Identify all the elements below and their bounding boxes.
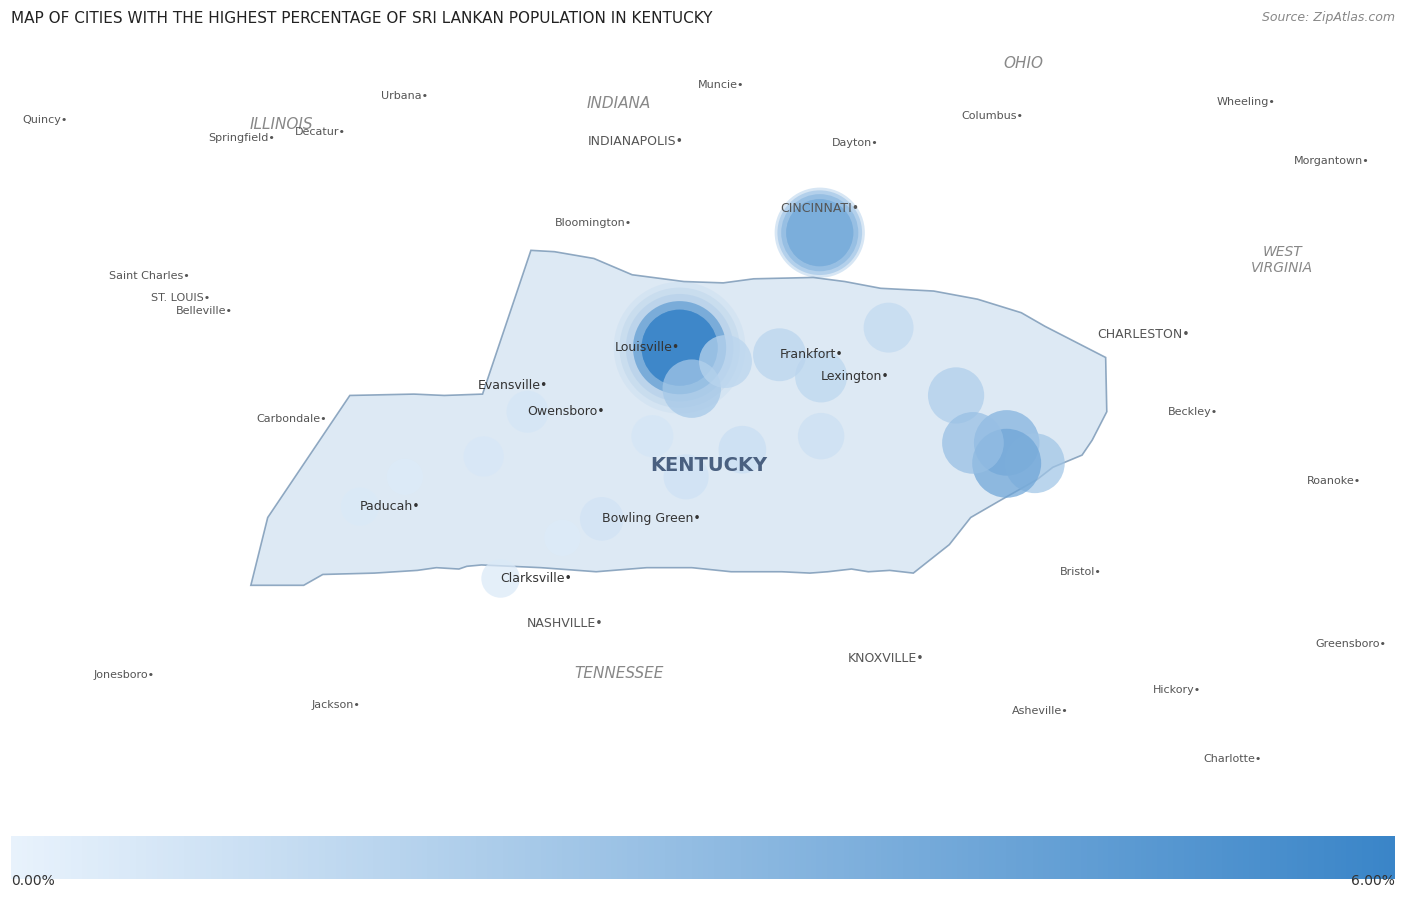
Text: Dayton•: Dayton• — [831, 138, 879, 148]
Point — [731, 442, 754, 457]
Text: OHIO: OHIO — [1004, 56, 1043, 71]
Text: Saint Charles•: Saint Charles• — [110, 271, 190, 281]
Text: Belleville•: Belleville• — [176, 307, 233, 316]
Text: Source: ZipAtlas.com: Source: ZipAtlas.com — [1261, 11, 1395, 23]
Text: Paducah•: Paducah• — [360, 500, 420, 513]
Text: Jonesboro•: Jonesboro• — [93, 670, 155, 680]
Point — [668, 341, 690, 355]
Text: KNOXVILLE•: KNOXVILLE• — [848, 652, 925, 665]
Point — [810, 429, 832, 443]
Point — [675, 469, 697, 484]
Text: TENNESSEE: TENNESSEE — [574, 666, 664, 681]
Point — [1024, 456, 1046, 470]
Point — [962, 436, 984, 450]
Text: Bloomington•: Bloomington• — [555, 218, 633, 228]
Text: Wheeling•: Wheeling• — [1216, 97, 1275, 108]
Text: NASHVILLE•: NASHVILLE• — [526, 617, 603, 630]
Text: Louisville•: Louisville• — [614, 342, 679, 354]
Point — [668, 341, 690, 355]
Text: Muncie•: Muncie• — [697, 80, 744, 90]
Text: Columbus•: Columbus• — [962, 111, 1024, 121]
Point — [768, 348, 790, 362]
Point — [945, 388, 967, 403]
Text: Charlotte•: Charlotte• — [1204, 754, 1263, 764]
Text: 0.00%: 0.00% — [11, 874, 55, 888]
Text: Owensboro•: Owensboro• — [527, 405, 605, 418]
Point — [808, 226, 831, 240]
Text: CINCINNATI•: CINCINNATI• — [780, 201, 859, 215]
Text: Clarksville•: Clarksville• — [501, 572, 572, 585]
Point — [394, 469, 416, 484]
Text: Carbondale•: Carbondale• — [256, 414, 326, 423]
Point — [591, 512, 613, 526]
Text: Beckley•: Beckley• — [1168, 406, 1219, 417]
Text: 6.00%: 6.00% — [1351, 874, 1395, 888]
Point — [349, 500, 371, 514]
Point — [551, 530, 574, 545]
Point — [995, 436, 1018, 450]
Text: Asheville•: Asheville• — [1012, 707, 1069, 717]
Text: WEST
VIRGINIA: WEST VIRGINIA — [1251, 245, 1313, 275]
Polygon shape — [250, 250, 1107, 585]
Text: INDIANA: INDIANA — [586, 96, 651, 111]
Text: Morgantown•: Morgantown• — [1294, 156, 1369, 165]
Point — [668, 341, 690, 355]
Text: CHARLESTON•: CHARLESTON• — [1098, 328, 1191, 341]
Point — [810, 369, 832, 384]
Point — [668, 341, 690, 355]
Text: Evansville•: Evansville• — [478, 379, 548, 393]
Text: INDIANAPOLIS•: INDIANAPOLIS• — [588, 136, 683, 148]
Text: Greensboro•: Greensboro• — [1316, 638, 1386, 649]
Point — [489, 572, 512, 586]
Text: ILLINOIS: ILLINOIS — [249, 117, 314, 131]
Point — [808, 226, 831, 240]
Point — [808, 226, 831, 240]
Text: Lexington•: Lexington• — [821, 370, 890, 383]
Text: Urbana•: Urbana• — [381, 91, 429, 101]
Text: KENTUCKY: KENTUCKY — [650, 457, 768, 476]
Text: Bowling Green•: Bowling Green• — [602, 512, 700, 525]
Point — [668, 341, 690, 355]
Text: Roanoke•: Roanoke• — [1308, 476, 1361, 485]
Point — [681, 381, 703, 396]
Text: Quincy•: Quincy• — [22, 115, 67, 125]
Text: Frankfort•: Frankfort• — [779, 348, 844, 361]
Point — [808, 226, 831, 240]
Point — [668, 341, 690, 355]
Text: Decatur•: Decatur• — [295, 128, 346, 138]
Point — [472, 450, 495, 464]
Text: MAP OF CITIES WITH THE HIGHEST PERCENTAGE OF SRI LANKAN POPULATION IN KENTUCKY: MAP OF CITIES WITH THE HIGHEST PERCENTAG… — [11, 11, 713, 26]
Point — [516, 405, 538, 419]
Point — [995, 456, 1018, 470]
Point — [641, 429, 664, 443]
Point — [808, 226, 831, 240]
Point — [877, 320, 900, 334]
Text: ST. LOUIS•: ST. LOUIS• — [152, 293, 211, 303]
Point — [714, 354, 737, 369]
Text: Jackson•: Jackson• — [312, 699, 361, 709]
Text: Springfield•: Springfield• — [208, 133, 276, 143]
Text: Hickory•: Hickory• — [1153, 685, 1201, 695]
Text: Bristol•: Bristol• — [1060, 566, 1102, 577]
